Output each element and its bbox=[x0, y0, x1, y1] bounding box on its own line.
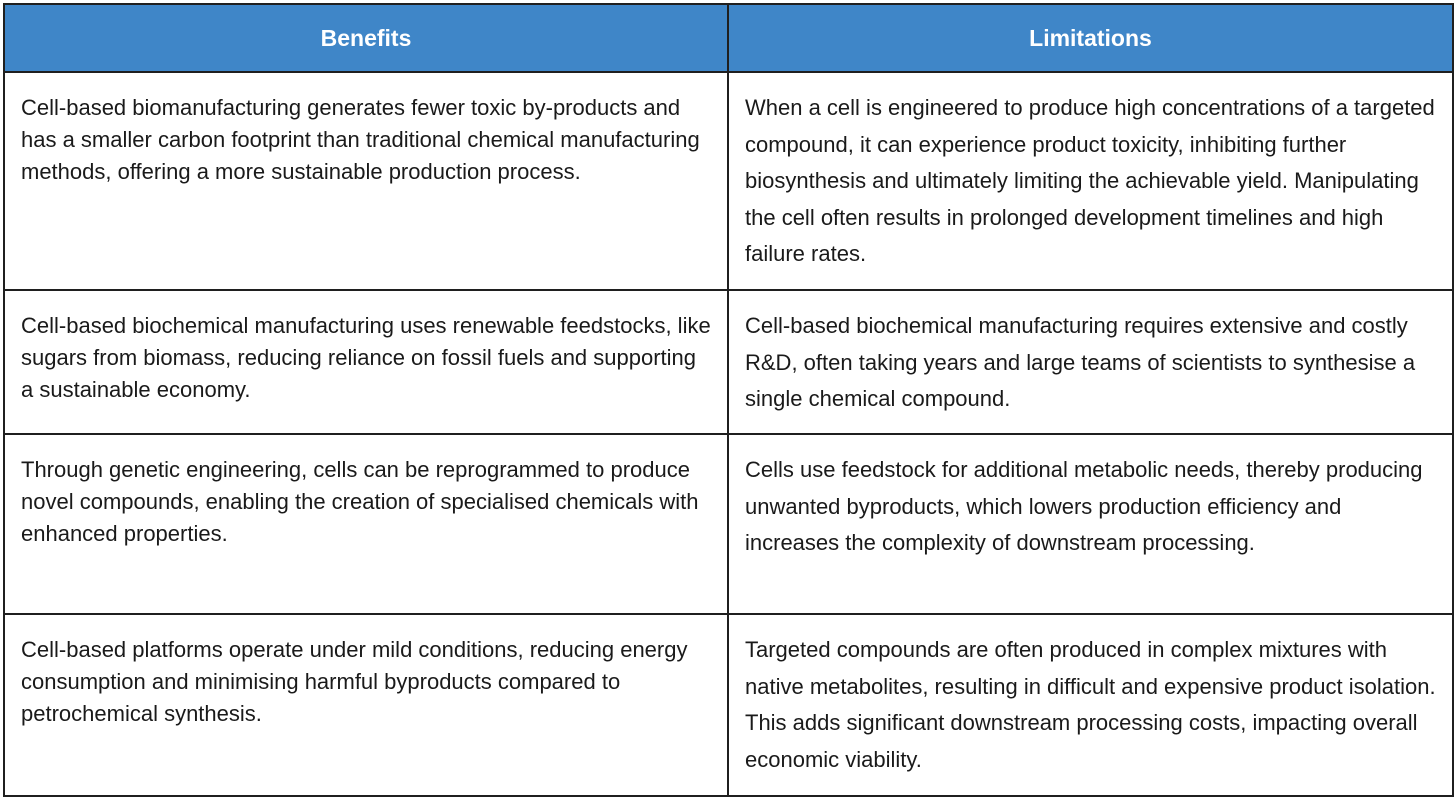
table-row: Cell-based platforms operate under mild … bbox=[3, 613, 1454, 797]
benefit-cell: Cell-based platforms operate under mild … bbox=[3, 613, 729, 797]
benefit-cell: Cell-based biochemical manufacturing use… bbox=[3, 289, 729, 435]
table-row: Cell-based biochemical manufacturing use… bbox=[3, 289, 1454, 435]
benefit-cell: Through genetic engineering, cells can b… bbox=[3, 433, 729, 615]
limitation-cell: When a cell is engineered to produce hig… bbox=[727, 71, 1454, 291]
limitation-cell: Cells use feedstock for additional metab… bbox=[727, 433, 1454, 615]
limitation-cell: Targeted compounds are often produced in… bbox=[727, 613, 1454, 797]
table-row: Through genetic engineering, cells can b… bbox=[3, 433, 1454, 615]
benefits-limitations-table-container: Benefits Limitations Cell-based biomanuf… bbox=[3, 3, 1454, 797]
benefits-limitations-table: Benefits Limitations Cell-based biomanuf… bbox=[3, 3, 1454, 797]
benefit-cell: Cell-based biomanufacturing generates fe… bbox=[3, 71, 729, 291]
table-header-row: Benefits Limitations bbox=[3, 3, 1454, 73]
limitations-header: Limitations bbox=[727, 3, 1454, 73]
limitation-cell: Cell-based biochemical manufacturing req… bbox=[727, 289, 1454, 435]
table-row: Cell-based biomanufacturing generates fe… bbox=[3, 71, 1454, 291]
benefits-header: Benefits bbox=[3, 3, 729, 73]
